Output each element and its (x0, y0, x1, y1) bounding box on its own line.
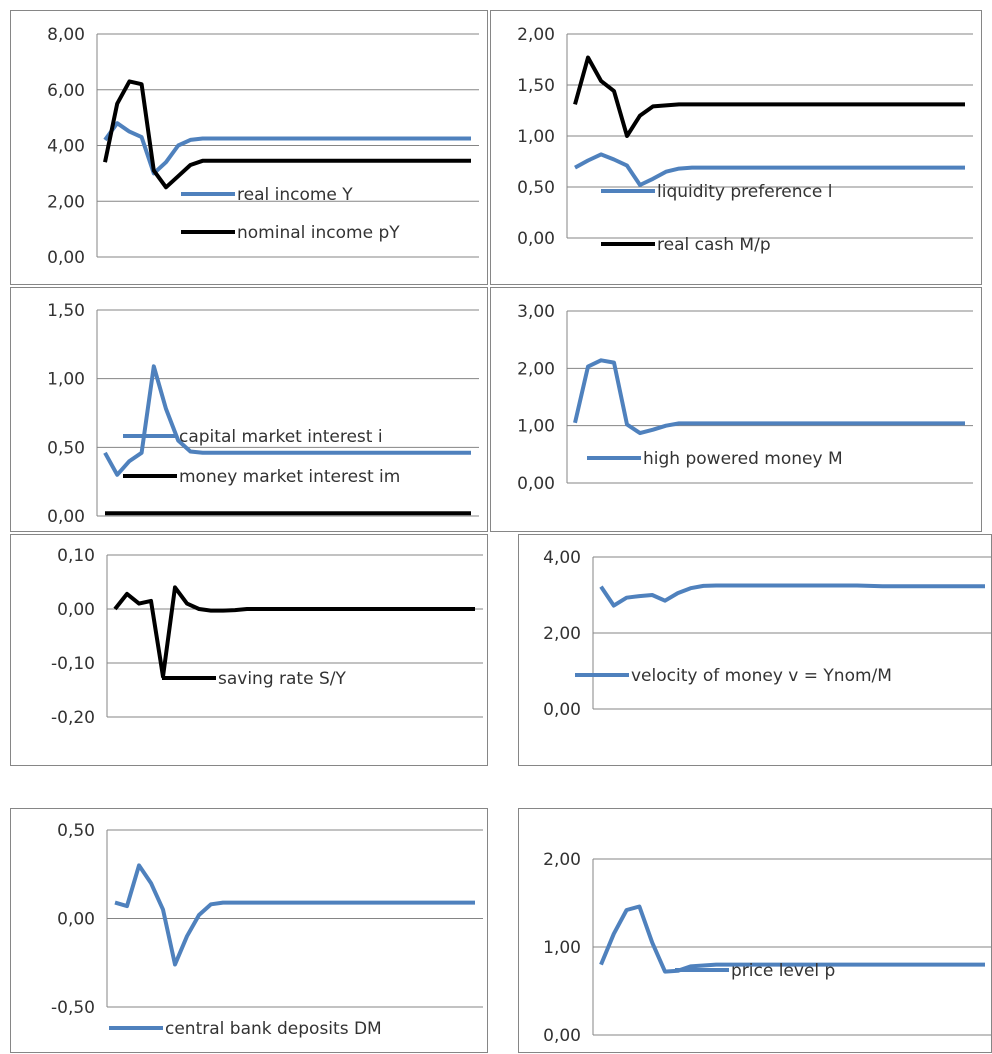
tick-label: 0,00 (543, 1026, 581, 1046)
tick-label: 0,00 (517, 229, 555, 249)
tick-label: 0,00 (517, 474, 555, 494)
legend-label: capital market interest i (179, 427, 383, 447)
tick-label: 1,00 (47, 370, 85, 390)
tick-label: 2,00 (47, 192, 85, 212)
chart-deposits: -0,50 0,00 0,50 central bank deposits DM (51, 821, 483, 1039)
tick-label: 0,00 (543, 700, 581, 720)
tick-label: 2,00 (543, 850, 581, 870)
legend-label: saving rate S/Y (218, 669, 346, 689)
tick-label: 6,00 (47, 81, 85, 101)
series-line (103, 79, 471, 190)
series-line (599, 904, 985, 974)
chart-interest: 0,00 0,50 1,00 1,50 capital market interest … (47, 301, 479, 527)
tick-label: 1,00 (517, 127, 555, 147)
tick-label: -0,20 (51, 708, 95, 728)
chart-panel-velocity: 0,00 2,00 4,00 velocity of money v = Ynom/M (518, 534, 992, 766)
tick-label: 1,00 (517, 417, 555, 437)
chart-velocity: 0,00 2,00 4,00 velocity of money v = Ynom/M (543, 548, 992, 720)
series-line (574, 152, 965, 187)
series-line (103, 121, 471, 176)
tick-label: 1,50 (517, 76, 555, 96)
chart-panel-money: 0,00 1,00 2,00 3,00 high powered money M (490, 287, 982, 532)
tick-label: 2,00 (517, 25, 555, 45)
series-line (599, 583, 985, 608)
legend-label: liquidity preference l (657, 182, 832, 202)
legend-label: real cash M/p (657, 235, 771, 255)
tick-label: 0,10 (57, 546, 95, 566)
tick-label: 0,00 (57, 600, 95, 620)
chart-panel-saving: -0,20 -0,10 0,00 0,10 saving rate S/Y (10, 534, 488, 766)
tick-label: 0,50 (57, 821, 95, 841)
series-line (113, 585, 475, 679)
tick-label: -0,10 (51, 654, 95, 674)
series-line (103, 364, 471, 477)
tick-label: 0,00 (47, 507, 85, 527)
legend-label: high powered money M (643, 449, 843, 469)
legend-label: real income Y (237, 185, 353, 205)
legend-label: central bank deposits DM (165, 1019, 382, 1039)
chart-panel-price: 0,00 1,00 2,00 price level p (518, 808, 992, 1053)
chart-panel-deposits: -0,50 0,00 0,50 central bank deposits DM (10, 808, 488, 1053)
tick-label: 3,00 (517, 302, 555, 322)
chart-saving: -0,20 -0,10 0,00 0,10 saving rate S/Y (51, 546, 483, 728)
tick-label: 1,50 (47, 301, 85, 321)
legend-label: velocity of money v = Ynom/M (631, 666, 892, 686)
tick-label: 0,50 (517, 178, 555, 198)
chart-panel-liquidity: 0,00 0,50 1,00 1,50 2,00 liquidity preference… (490, 10, 982, 285)
chart-income: 0,00 2,00 4,00 6,00 8,00 real income Y nominal… (47, 25, 479, 268)
tick-label: 1,00 (543, 938, 581, 958)
tick-label: 8,00 (47, 25, 85, 45)
chart-panel-income: 0,00 2,00 4,00 6,00 8,00 real income Y nominal… (10, 10, 488, 285)
tick-label: 2,00 (543, 624, 581, 644)
tick-label: 4,00 (543, 548, 581, 568)
tick-label: -0,50 (51, 998, 95, 1018)
chart-money: 0,00 1,00 2,00 3,00 high powered money M (517, 302, 973, 494)
series-line (114, 863, 475, 967)
chart-panel-interest: 0,00 0,50 1,00 1,50 capital market interest … (10, 287, 488, 532)
tick-label: 0,00 (47, 248, 85, 268)
tick-label: 4,00 (47, 137, 85, 157)
legend-label: nominal income pY (237, 223, 400, 243)
chart-price: 0,00 1,00 2,00 price level p (543, 850, 992, 1046)
tick-label: 2,00 (517, 359, 555, 379)
tick-label: 0,50 (47, 438, 85, 458)
series-line (573, 358, 965, 436)
chart-liquidity: 0,00 0,50 1,00 1,50 2,00 liquidity preference… (517, 25, 973, 255)
tick-label: 0,00 (57, 910, 95, 930)
legend-label: price level p (731, 961, 835, 981)
legend-label: money market interest im (179, 467, 400, 487)
series-line (573, 55, 965, 138)
